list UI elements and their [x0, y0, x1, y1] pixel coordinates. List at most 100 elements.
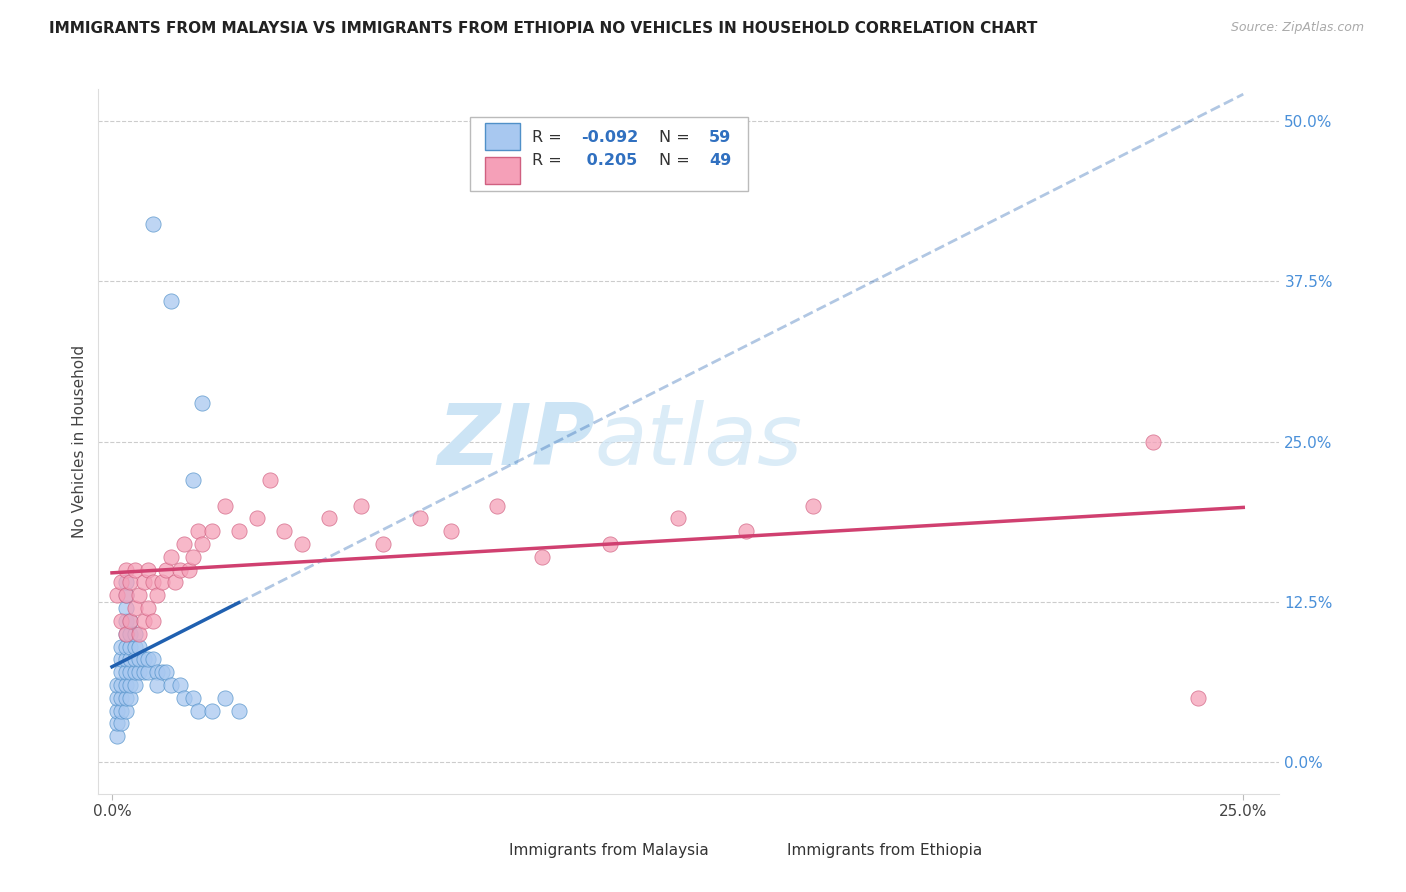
Point	[120, 614, 142, 628]
Point	[183, 549, 205, 564]
Point	[132, 575, 155, 590]
Point	[228, 524, 250, 539]
Point	[128, 640, 150, 654]
Point	[105, 588, 128, 602]
Point	[105, 704, 128, 718]
Point	[110, 678, 132, 692]
Point	[110, 665, 132, 680]
Point	[124, 665, 146, 680]
Text: N =: N =	[659, 153, 696, 168]
Point	[173, 690, 195, 705]
Point	[110, 716, 132, 731]
Point	[120, 690, 142, 705]
Point	[120, 665, 142, 680]
Point	[159, 549, 181, 564]
Point	[120, 614, 142, 628]
Point	[530, 549, 553, 564]
Point	[110, 690, 132, 705]
Point	[136, 652, 159, 666]
Point	[136, 601, 159, 615]
Point	[409, 511, 432, 525]
Point	[214, 690, 236, 705]
Point	[110, 704, 132, 718]
Point	[155, 665, 177, 680]
Point	[105, 729, 128, 743]
Point	[132, 614, 155, 628]
Point	[114, 652, 136, 666]
Point	[1187, 690, 1209, 705]
Point	[114, 588, 136, 602]
Point	[128, 652, 150, 666]
Point	[183, 690, 205, 705]
Point	[120, 626, 142, 640]
Point	[136, 665, 159, 680]
Point	[105, 678, 128, 692]
Point	[159, 678, 181, 692]
Point	[114, 640, 136, 654]
Point	[165, 575, 187, 590]
Text: R =: R =	[531, 153, 567, 168]
Point	[114, 588, 136, 602]
Point	[124, 652, 146, 666]
Point	[136, 563, 159, 577]
Text: ZIP: ZIP	[437, 400, 595, 483]
FancyBboxPatch shape	[485, 157, 520, 184]
Text: IMMIGRANTS FROM MALAYSIA VS IMMIGRANTS FROM ETHIOPIA NO VEHICLES IN HOUSEHOLD CO: IMMIGRANTS FROM MALAYSIA VS IMMIGRANTS F…	[49, 21, 1038, 36]
Point	[150, 575, 173, 590]
Point	[373, 537, 395, 551]
Point	[155, 563, 177, 577]
Point	[105, 716, 128, 731]
Text: 0.205: 0.205	[582, 153, 638, 168]
Point	[142, 575, 165, 590]
Point	[318, 511, 340, 525]
Point	[124, 626, 146, 640]
Point	[120, 652, 142, 666]
Point	[246, 511, 269, 525]
FancyBboxPatch shape	[471, 118, 748, 192]
Point	[350, 499, 373, 513]
Point	[169, 563, 191, 577]
Text: Immigrants from Malaysia: Immigrants from Malaysia	[509, 843, 709, 858]
Point	[124, 601, 146, 615]
Point	[128, 626, 150, 640]
Point	[142, 614, 165, 628]
Point	[599, 537, 621, 551]
Point	[146, 588, 169, 602]
Point	[132, 665, 155, 680]
Point	[1142, 434, 1164, 449]
Point	[183, 473, 205, 487]
Point	[191, 396, 214, 410]
Point	[114, 678, 136, 692]
Y-axis label: No Vehicles in Household: No Vehicles in Household	[72, 345, 87, 538]
Point	[187, 524, 209, 539]
Point	[110, 640, 132, 654]
Point	[114, 601, 136, 615]
Point	[114, 690, 136, 705]
Point	[142, 652, 165, 666]
Point	[159, 293, 181, 308]
Point	[228, 704, 250, 718]
Text: Source: ZipAtlas.com: Source: ZipAtlas.com	[1230, 21, 1364, 34]
Point	[291, 537, 314, 551]
Point	[734, 524, 756, 539]
Point	[105, 690, 128, 705]
Text: atlas: atlas	[595, 400, 803, 483]
Point	[128, 588, 150, 602]
Point	[146, 665, 169, 680]
Point	[124, 678, 146, 692]
Point	[169, 678, 191, 692]
Point	[132, 652, 155, 666]
Text: N =: N =	[659, 130, 696, 145]
Point	[214, 499, 236, 513]
Point	[259, 473, 281, 487]
Point	[173, 537, 195, 551]
Point	[146, 678, 169, 692]
Point	[114, 575, 136, 590]
Point	[200, 524, 222, 539]
Point	[128, 665, 150, 680]
Point	[114, 665, 136, 680]
Point	[142, 217, 165, 231]
Point	[114, 704, 136, 718]
Point	[110, 575, 132, 590]
Point	[485, 499, 508, 513]
